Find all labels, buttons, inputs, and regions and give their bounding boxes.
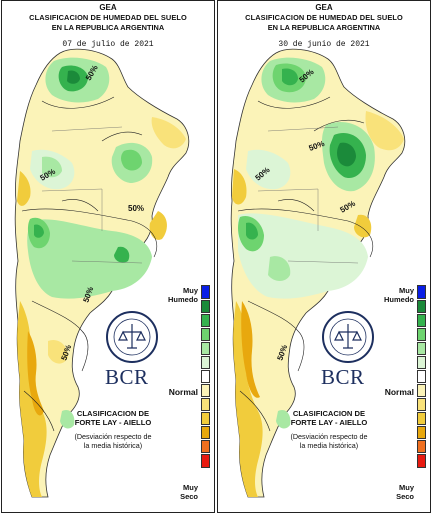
legend-swatch [417,285,426,299]
legend-swatch [201,384,210,397]
org-label: GEA [315,3,333,12]
legend-swatch [417,454,426,468]
map-panel-jun-30: 50% 50% 50% 50% 50% GEA CLASIFICACION DE… [217,0,431,513]
legend-swatch [201,356,210,369]
legend-muy-seco: Muy Seco [180,483,198,501]
legend-swatch [417,314,426,327]
map-title-line2: EN LA REPUBLICA ARGENTINA [267,23,381,32]
classification-note: (Desviación respecto de la media históri… [74,432,152,450]
argentina-soil-moisture-map: 50% 50% 50% 50% 50% [230,48,406,498]
legend-swatch [417,300,426,313]
map-date: 30 de junio de 2021 [278,40,370,49]
legend-swatch [201,398,210,411]
bcr-seal-logo [322,311,374,363]
legend-swatch [417,412,426,425]
legend-swatch [201,440,210,453]
org-label: GEA [99,3,117,12]
legend-swatch [201,300,210,313]
legend-color-scale [201,285,210,469]
classification-note: (Desviación respecto de la media históri… [290,432,368,450]
map-title-line1: CLASIFICACION DE HUMEDAD DEL SUELO [245,13,403,22]
legend-swatch [201,285,210,299]
legend-normal: Normal [168,387,198,397]
map-date: 07 de julio de 2021 [62,40,154,49]
legend-swatch [417,328,426,341]
legend-muy-humedo: Muy Humedo [384,286,414,304]
classification-title: CLASIFICACION DE FORTE LAY - AIELLO [290,409,368,427]
argentina-soil-moisture-map: 50% 50% 50% 50% 50% [14,48,190,498]
contour-label: 50% [128,204,144,213]
legend-swatch [417,426,426,439]
legend-swatch [417,440,426,453]
legend-swatch [201,370,210,383]
legend-swatch [201,328,210,341]
legend-swatch [201,412,210,425]
legend-swatch [417,398,426,411]
legend-muy-seco: Muy Seco [396,483,414,501]
legend-color-scale [417,285,426,469]
legend-swatch [417,356,426,369]
legend-swatch [201,342,210,355]
legend-muy-humedo: Muy Humedo [168,286,198,304]
bcr-logo-text: BCR [105,365,149,389]
legend-swatch [201,426,210,439]
classification-title: CLASIFICACION DE FORTE LAY - AIELLO [74,409,152,427]
map-title-line1: CLASIFICACION DE HUMEDAD DEL SUELO [29,13,187,22]
bcr-seal-logo [106,311,158,363]
map-title-line2: EN LA REPUBLICA ARGENTINA [51,23,165,32]
legend-swatch [417,384,426,397]
legend-swatch [201,454,210,468]
legend-swatch [201,314,210,327]
bcr-logo-text: BCR [321,365,365,389]
legend-swatch [417,370,426,383]
legend-swatch [417,342,426,355]
legend-normal: Normal [384,387,414,397]
map-panel-jul-07: 50% 50% 50% 50% 50% GEA CLASIFICACION DE… [1,0,215,513]
